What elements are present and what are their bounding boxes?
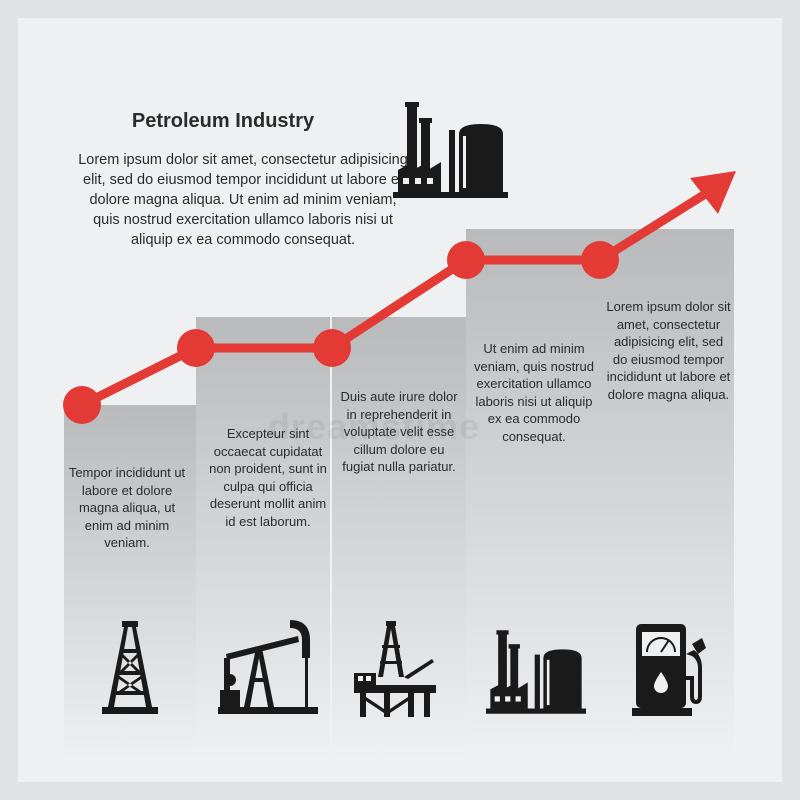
trend-arrow-head <box>690 171 736 214</box>
infographic-card: dreamstime Petroleum Industry Lorem ipsu… <box>18 18 782 782</box>
trend-point-2 <box>177 329 215 367</box>
intro-text: Lorem ipsum dolor sit amet, consectetur … <box>78 152 408 248</box>
column-4-text: Ut enim ad minim veniam, quis nostrud ex… <box>474 341 594 444</box>
column-1-text: Tempor incididunt ut labore et dolore ma… <box>68 465 186 550</box>
fuel-pump-icon <box>632 624 710 716</box>
trend-point-4 <box>447 241 485 279</box>
pumpjack-icon <box>218 618 318 716</box>
trend-point-3 <box>313 329 351 367</box>
page-title: Petroleum Industry <box>131 110 315 132</box>
refinery-icon <box>393 100 508 200</box>
watermark: dreamstime <box>268 406 481 447</box>
column-band-1 <box>64 405 216 758</box>
refinery-icon <box>486 626 586 718</box>
oil-derrick-icon <box>100 621 160 716</box>
column-3-text: Duis aute irure dolor in reprehenderit i… <box>340 389 458 474</box>
column-2-text: Excepteur sint occaecat cupidatat non pr… <box>209 426 327 529</box>
offshore-platform-icon <box>354 621 436 717</box>
trend-point-1 <box>63 386 101 424</box>
column-5-text: Lorem ipsum dolor sit amet, consectetur … <box>606 299 731 402</box>
trend-point-5 <box>581 241 619 279</box>
trend-line <box>79 182 721 410</box>
